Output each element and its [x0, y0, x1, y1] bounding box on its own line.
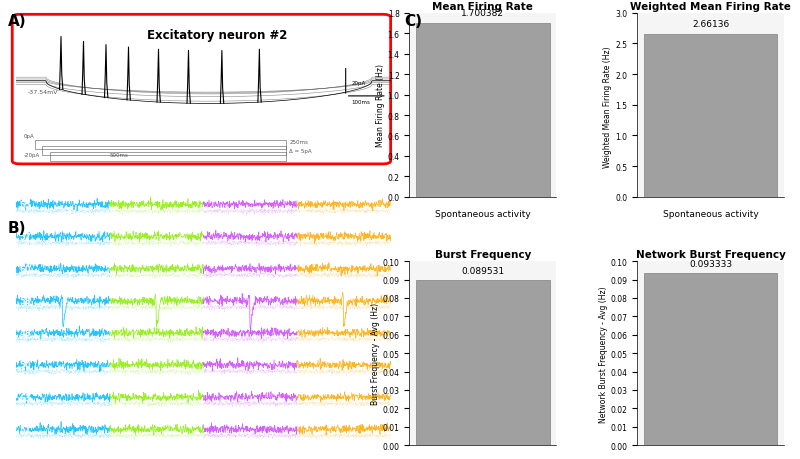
Y-axis label: Weighted Mean Firing Rate (Hz) : Weighted Mean Firing Rate (Hz) [603, 44, 613, 168]
Text: Excitatory neuron #2: Excitatory neuron #2 [147, 29, 287, 42]
Text: C): C) [404, 14, 422, 29]
Text: 51: 51 [20, 425, 31, 434]
Y-axis label: Network Burst Frequency - Avg (Hz): Network Burst Frequency - Avg (Hz) [598, 285, 607, 422]
Text: 2.66136: 2.66136 [692, 20, 729, 29]
Text: 55: 55 [20, 201, 31, 209]
Text: 63: 63 [20, 393, 31, 402]
Bar [50, 152, 286, 162]
Bar [416, 281, 550, 445]
Y-axis label: Burst Frequency - Avg (Hz): Burst Frequency - Avg (Hz) [371, 302, 380, 404]
Text: 48: 48 [20, 329, 31, 338]
Text: -20pA: -20pA [23, 153, 40, 158]
Text: -37.54mV: -37.54mV [27, 90, 58, 95]
FancyBboxPatch shape [12, 15, 390, 164]
Text: 60: 60 [20, 264, 31, 274]
Title: Burst Frequency: Burst Frequency [434, 250, 531, 259]
X-axis label: Spontaneous activity: Spontaneous activity [435, 458, 530, 459]
Text: Δ = 5pA: Δ = 5pA [290, 148, 312, 153]
Bar [34, 140, 286, 150]
Text: B): B) [8, 220, 26, 235]
Text: 0pA: 0pA [23, 134, 34, 138]
X-axis label: Spontaneous activity: Spontaneous activity [435, 210, 530, 219]
Text: 57: 57 [20, 233, 31, 241]
Text: 58: 58 [20, 297, 31, 306]
Bar [42, 146, 286, 156]
Text: 250ms: 250ms [290, 140, 308, 145]
Title: Mean Firing Rate: Mean Firing Rate [432, 2, 534, 11]
Text: 100ms: 100ms [351, 100, 370, 105]
Title: Network Burst Frequency: Network Burst Frequency [636, 250, 786, 259]
Y-axis label: Mean Firing Rate (Hz): Mean Firing Rate (Hz) [376, 64, 385, 147]
X-axis label: Spontaneous activity: Spontaneous activity [662, 458, 758, 459]
Text: 0.089531: 0.089531 [462, 266, 504, 275]
Bar [644, 34, 778, 197]
Text: 500ms: 500ms [110, 153, 129, 158]
X-axis label: Spontaneous activity: Spontaneous activity [662, 210, 758, 219]
Text: A): A) [8, 14, 26, 29]
Text: 1.700382: 1.700382 [462, 10, 504, 18]
Text: 0.093333: 0.093333 [689, 259, 732, 269]
Text: 20pA: 20pA [351, 81, 366, 86]
Text: 50: 50 [20, 361, 31, 369]
Title: Weighted Mean Firing Rate: Weighted Mean Firing Rate [630, 2, 791, 11]
